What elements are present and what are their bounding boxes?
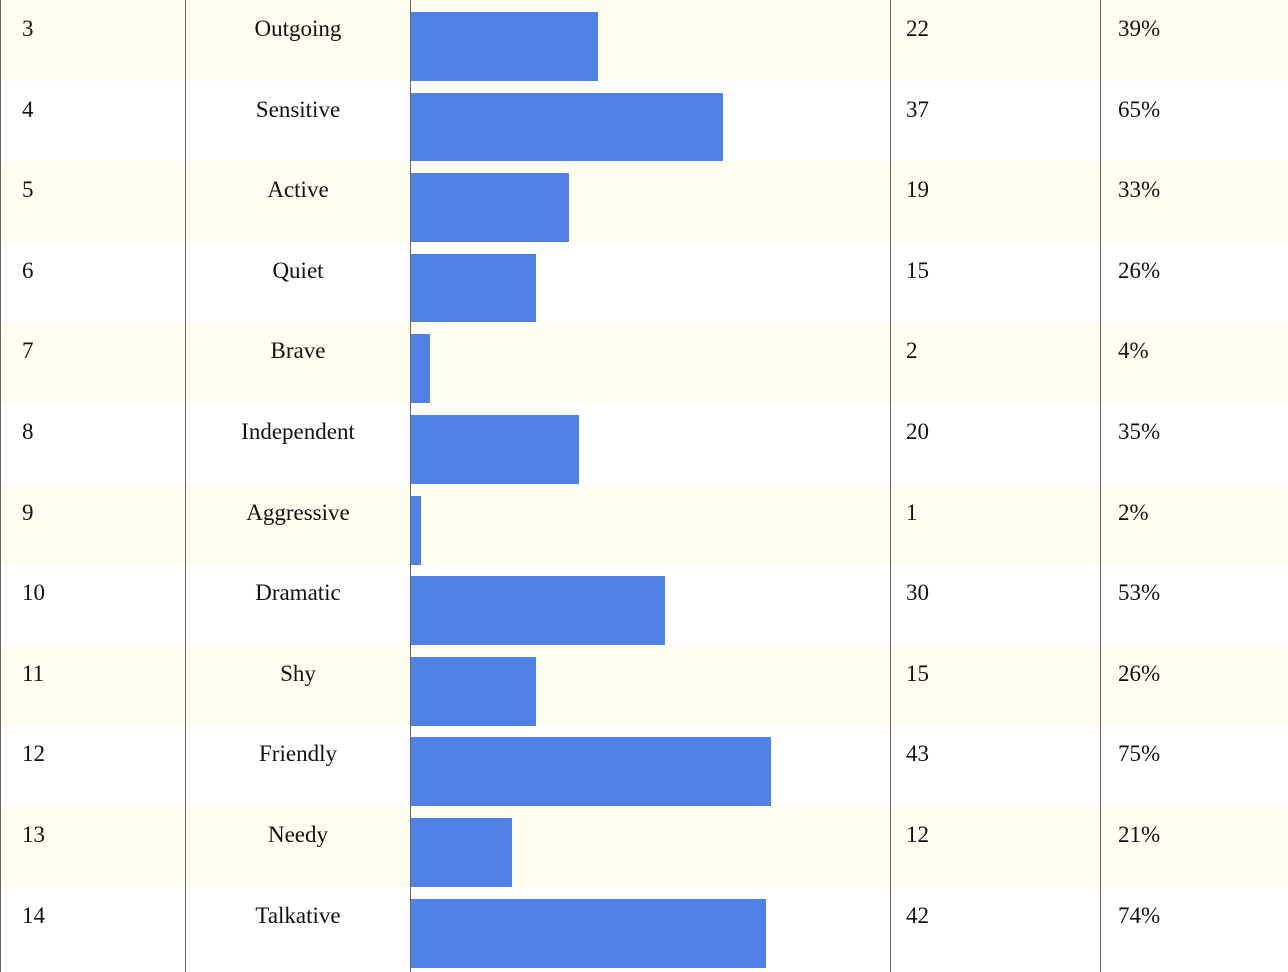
bar [411, 656, 536, 726]
row-number: 13 [22, 822, 45, 847]
row-number: 12 [22, 741, 45, 767]
table-row: 3 Outgoing 22 39% [0, 0, 1288, 81]
column-divider [410, 0, 411, 972]
count: 43 [906, 741, 929, 767]
percent: 74% [1118, 902, 1161, 928]
bar [411, 818, 512, 887]
trait-label: Quiet [272, 257, 324, 283]
percent: 53% [1118, 580, 1161, 606]
table-row: 12 Friendly 43 75% [0, 725, 1288, 807]
row-number: 11 [22, 660, 45, 686]
table-row: 8 Independent 20 35% [0, 403, 1288, 484]
bar [411, 92, 723, 162]
count: 1 [906, 499, 918, 525]
column-divider [0, 0, 1, 972]
row-number: 3 [22, 16, 34, 41]
count: 22 [906, 16, 929, 41]
bar [411, 737, 771, 807]
bar [411, 173, 570, 243]
table-row: 5 Active 19 33% [0, 161, 1288, 243]
count: 20 [906, 419, 929, 444]
trait-label: Dramatic [255, 580, 341, 606]
percent: 2% [1118, 499, 1149, 525]
table-row: 10 Dramatic 30 53% [0, 564, 1288, 646]
percent: 65% [1118, 96, 1161, 122]
bar [411, 334, 431, 404]
row-number: 4 [22, 96, 34, 122]
trait-label: Needy [267, 822, 329, 847]
trait-label: Friendly [259, 741, 337, 767]
row-number: 10 [22, 580, 45, 606]
percent: 4% [1118, 338, 1149, 364]
row-number: 8 [22, 419, 34, 444]
percent: 35% [1118, 419, 1161, 444]
percent: 75% [1118, 741, 1161, 767]
percent: 33% [1118, 177, 1161, 203]
table-row: 11 Shy 15 26% [0, 644, 1288, 726]
table-row: 4 Sensitive 37 65% [0, 81, 1288, 162]
bar [411, 415, 579, 484]
count: 42 [906, 902, 929, 928]
percent: 21% [1118, 822, 1161, 847]
trait-label: Active [267, 177, 329, 203]
trait-label: Outgoing [254, 16, 342, 41]
trait-label: Sensitive [255, 96, 341, 122]
percent: 39% [1118, 16, 1161, 41]
count: 15 [906, 257, 929, 283]
bar [411, 898, 767, 968]
table-row: 7 Brave 2 4% [0, 322, 1288, 404]
bar [411, 576, 666, 646]
count: 37 [906, 96, 929, 122]
trait-label: Talkative [255, 902, 341, 928]
column-divider [185, 0, 186, 972]
count: 15 [906, 660, 929, 686]
trait-label: Aggressive [246, 499, 350, 525]
bar [411, 495, 421, 565]
bar [411, 12, 599, 81]
table-row: 6 Quiet 15 26% [0, 242, 1288, 323]
count: 2 [906, 338, 918, 364]
percent: 26% [1118, 660, 1161, 686]
count: 12 [906, 822, 929, 847]
count: 19 [906, 177, 929, 203]
table-row: 9 Aggressive 1 2% [0, 483, 1288, 565]
trait-label: Brave [270, 338, 326, 364]
row-number: 9 [22, 499, 34, 525]
table-row: 14 Talkative 42 74% [0, 887, 1288, 968]
column-divider [890, 0, 891, 972]
row-number: 5 [22, 177, 34, 203]
bar [411, 253, 536, 323]
count: 30 [906, 580, 929, 606]
table-row: 13 Needy 12 21% [0, 806, 1288, 887]
row-number: 6 [22, 257, 34, 283]
row-number: 7 [22, 338, 34, 364]
column-divider [1100, 0, 1101, 972]
trait-label: Independent [241, 419, 355, 444]
row-number: 14 [22, 902, 45, 928]
percent: 26% [1118, 257, 1161, 283]
trait-label: Shy [280, 660, 316, 686]
